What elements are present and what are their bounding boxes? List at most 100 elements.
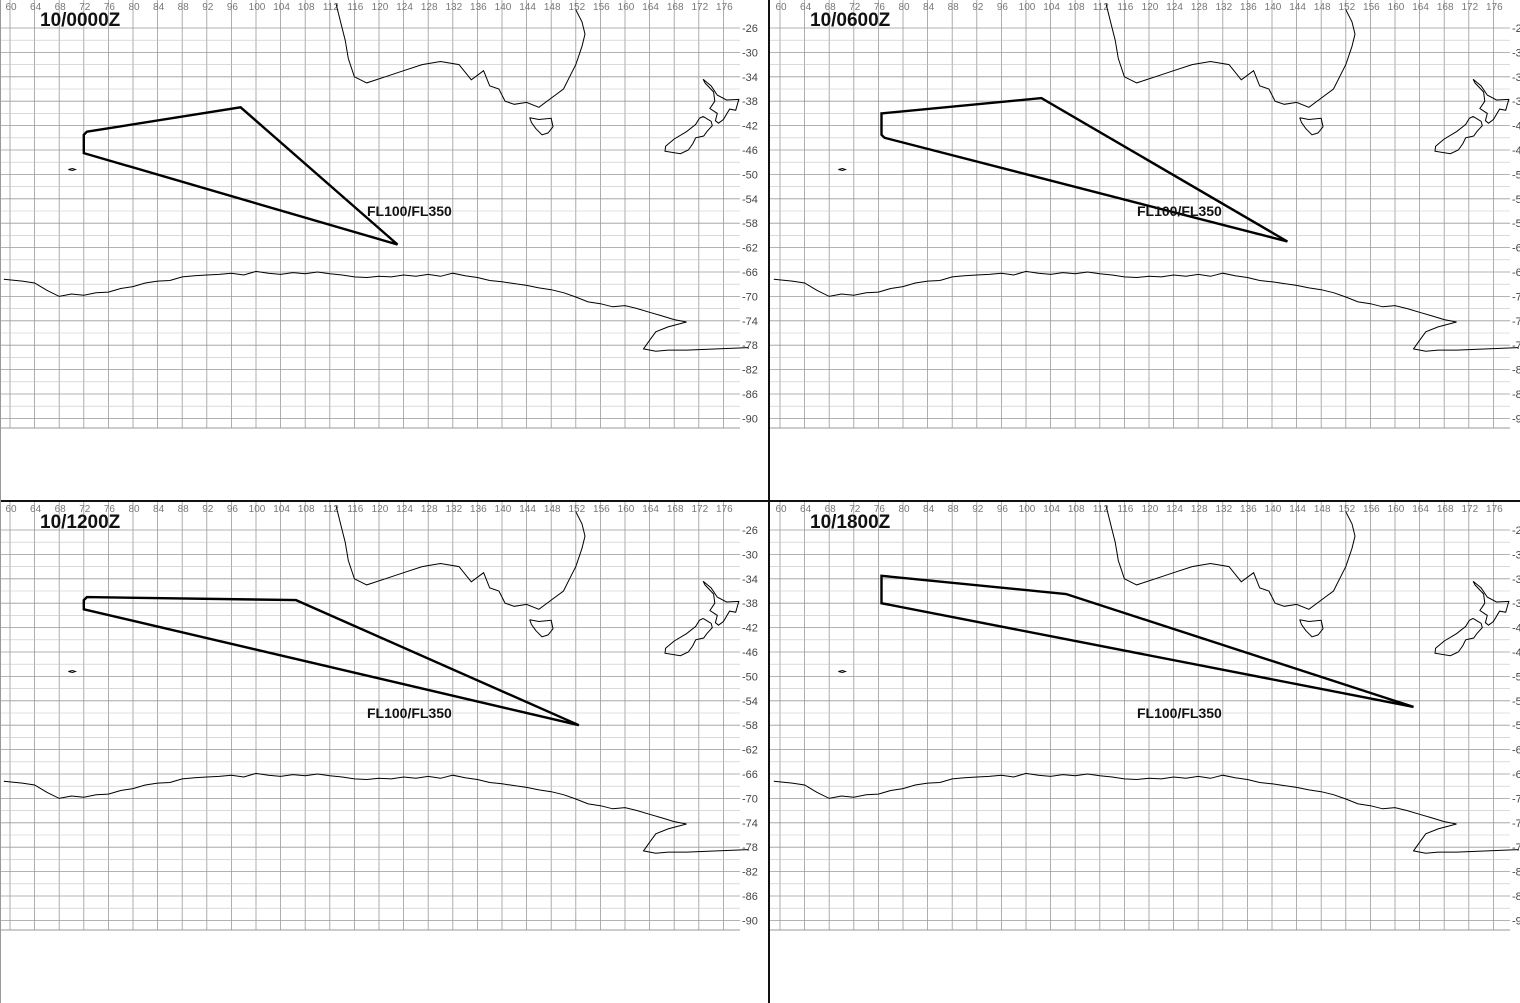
latitude-tick-label: -54	[742, 194, 758, 206]
longitude-tick-label: 64	[800, 504, 812, 515]
longitude-tick-label: 168	[1437, 2, 1454, 13]
latitude-tick-label: -38	[1512, 96, 1520, 108]
latitude-tick-label: -62	[1512, 243, 1520, 255]
longitude-tick-label: 104	[273, 504, 290, 515]
longitude-tick-label: 84	[923, 2, 935, 13]
left-border	[0, 0, 1, 1003]
longitude-tick-label: 156	[593, 504, 610, 515]
latitude-tick-label: -66	[742, 769, 758, 781]
longitude-tick-label: 168	[667, 2, 684, 13]
longitude-tick-label: 112	[1093, 2, 1109, 13]
longitude-tick-label: 128	[421, 504, 438, 515]
latitude-tick-label: -30	[1512, 47, 1520, 59]
latitude-tick-label: -58	[742, 218, 758, 230]
longitude-tick-label: 148	[544, 504, 561, 515]
latitude-tick-label: -26	[1512, 525, 1520, 537]
longitude-tick-label: 132	[445, 2, 462, 13]
longitude-tick-label: 72	[849, 504, 861, 515]
latitude-tick-label: -38	[742, 96, 758, 108]
latitude-tick-label: -42	[742, 121, 758, 133]
longitude-tick-label: 80	[898, 2, 910, 13]
longitude-tick-label: 112	[323, 504, 339, 515]
longitude-tick-label: 128	[1191, 2, 1208, 13]
longitude-tick-label: 80	[898, 504, 910, 515]
longitude-tick-label: 144	[519, 504, 536, 515]
valid-time-label: 10/1800Z	[810, 512, 891, 533]
longitude-tick-label: 76	[874, 504, 886, 515]
longitude-tick-label: 144	[1289, 2, 1306, 13]
latitude-tick-label: -82	[1512, 365, 1520, 377]
coastline-antarctica	[3, 270, 749, 352]
longitude-tick-label: 172	[691, 2, 708, 13]
valid-time-label: 10/0000Z	[40, 10, 121, 31]
longitude-tick-label: 112	[1093, 504, 1109, 515]
horizontal-divider	[0, 500, 1520, 502]
latitude-labels: -26 -30 -34 -38 -42 -46 -50 -54 -58 -62 -66 -70 -74 -…	[1512, 23, 1520, 425]
latitude-tick-label: -42	[1512, 623, 1520, 635]
longitude-tick-label: 96	[227, 2, 239, 13]
longitude-tick-label: 116	[1117, 2, 1133, 13]
longitude-tick-label: 160	[1388, 2, 1405, 13]
longitude-tick-label: 148	[544, 2, 561, 13]
latitude-tick-label: -62	[742, 745, 758, 757]
longitude-tick-label: 76	[104, 504, 116, 515]
latitude-tick-label: -50	[1512, 169, 1520, 181]
longitude-tick-label: 116	[347, 2, 363, 13]
longitude-tick-label: 160	[1388, 504, 1405, 515]
longitude-tick-label: 64	[30, 504, 42, 515]
panel-1800z: 60 64 68 72 76 80 84 88 92 96 100 104 108 112 116 120 12…	[770, 502, 1520, 1003]
longitude-tick-label: 100	[249, 504, 266, 515]
latitude-tick-label: -54	[1512, 696, 1520, 708]
longitude-tick-label: 120	[372, 2, 389, 13]
coastline-antarctica	[3, 772, 749, 854]
flight-level-label: FL100/FL350	[1137, 203, 1222, 219]
flight-level-label: FL100/FL350	[367, 705, 452, 721]
latitude-tick-label: -66	[742, 267, 758, 279]
longitude-labels: 60 64 68 72 76 80 84 88 92 96 100 104 108 112 116 120 12…	[5, 2, 733, 13]
longitude-tick-label: 84	[923, 504, 935, 515]
longitude-tick-label: 108	[298, 2, 315, 13]
latitude-tick-label: -50	[742, 671, 758, 683]
latitude-tick-label: -82	[742, 365, 758, 377]
longitude-tick-label: 148	[1314, 2, 1331, 13]
coastline-australia	[1105, 505, 1356, 610]
latitude-tick-label: -26	[742, 525, 758, 537]
longitude-tick-label: 176	[1486, 504, 1503, 515]
longitude-tick-label: 60	[775, 504, 787, 515]
longitude-tick-label: 120	[372, 504, 389, 515]
coastline-kerguelen	[68, 167, 78, 172]
longitude-tick-label: 60	[775, 2, 787, 13]
longitude-tick-label: 172	[1461, 504, 1478, 515]
longitude-tick-label: 76	[874, 2, 886, 13]
latitude-tick-label: -42	[742, 623, 758, 635]
coastline-antarctica	[773, 772, 1519, 854]
longitude-tick-label: 156	[593, 2, 610, 13]
latitude-tick-label: -74	[742, 316, 758, 328]
longitude-tick-label: 144	[1289, 504, 1306, 515]
longitude-tick-label: 172	[1461, 2, 1478, 13]
latitude-tick-label: -66	[1512, 769, 1520, 781]
graticule	[770, 0, 1510, 429]
longitude-tick-label: 176	[1486, 2, 1503, 13]
longitude-tick-label: 152	[568, 2, 585, 13]
longitude-tick-label: 132	[445, 504, 462, 515]
longitude-tick-label: 92	[972, 504, 984, 515]
longitude-tick-label: 132	[1215, 2, 1232, 13]
latitude-tick-label: -90	[1512, 413, 1520, 425]
longitude-tick-label: 132	[1215, 504, 1232, 515]
longitude-tick-label: 112	[323, 2, 339, 13]
coastline-nz_north	[1472, 580, 1510, 626]
latitude-tick-label: -74	[1512, 316, 1520, 328]
longitude-tick-label: 136	[470, 2, 487, 13]
coastline-nz_south	[664, 115, 713, 155]
coastlines	[3, 505, 749, 854]
longitude-labels: 60 64 68 72 76 80 84 88 92 96 100 104 108 112 116 120 12…	[775, 504, 1503, 515]
longitude-tick-label: 92	[972, 2, 984, 13]
latitude-tick-label: -70	[742, 291, 758, 303]
latitude-tick-label: -54	[742, 696, 758, 708]
coastlines	[3, 3, 749, 352]
longitude-tick-label: 100	[249, 2, 266, 13]
latitude-tick-label: -54	[1512, 194, 1520, 206]
latitude-tick-label: -46	[1512, 145, 1520, 157]
latitude-tick-label: -70	[1512, 793, 1520, 805]
